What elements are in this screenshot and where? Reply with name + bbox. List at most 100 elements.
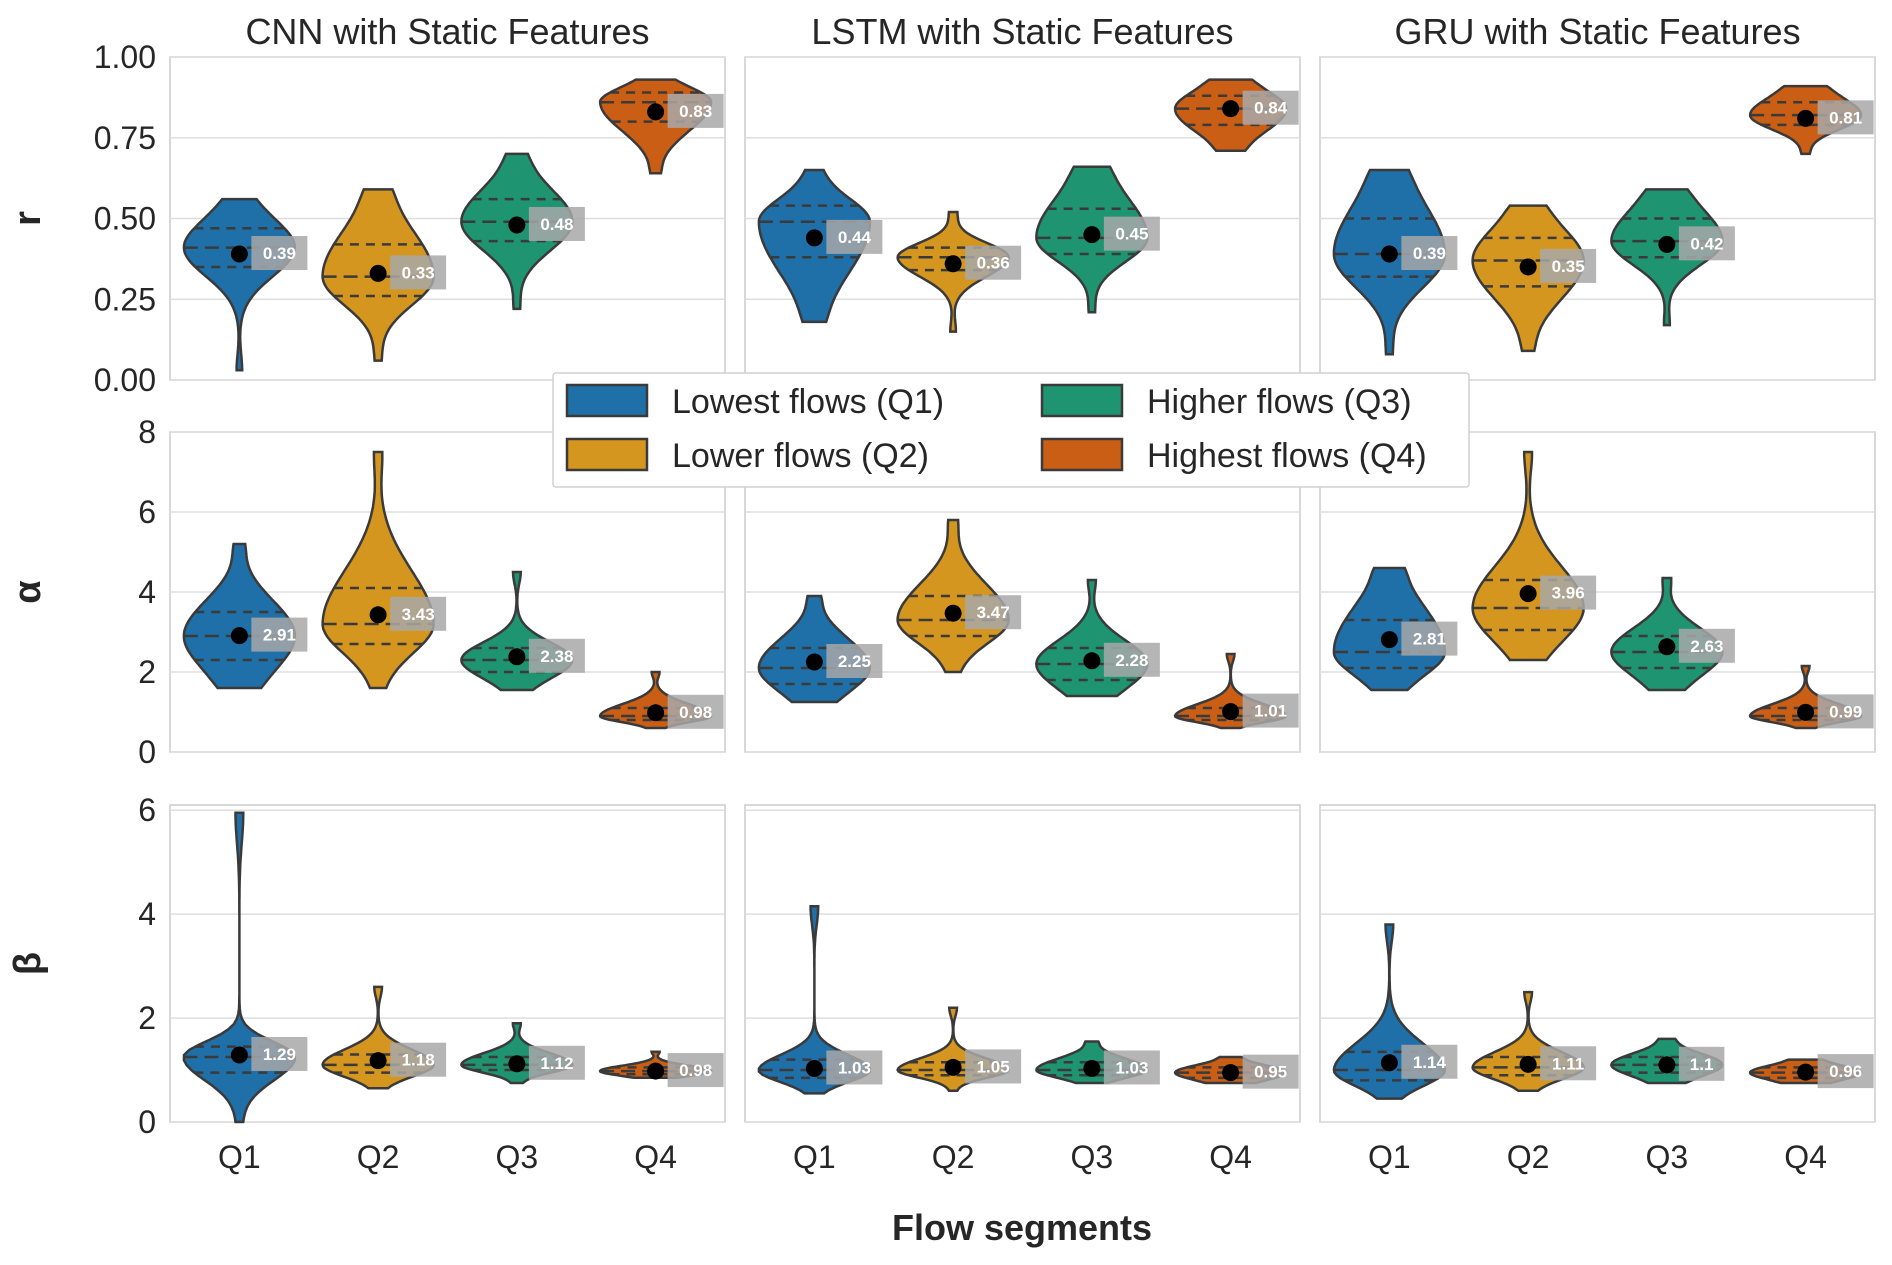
y-tick-label: 0.50 <box>94 201 156 237</box>
mean-marker <box>1519 585 1537 603</box>
mean-marker <box>369 606 387 624</box>
mean-label-box <box>528 206 585 241</box>
row-ylabel: r <box>7 211 49 226</box>
mean-label-box <box>826 219 883 254</box>
x-tick-label: Q3 <box>1646 1139 1689 1175</box>
mean-marker <box>369 1052 387 1070</box>
legend: Lowest flows (Q1) Lower flows (Q2) Higher … <box>552 372 1470 488</box>
mean-label-box <box>1242 1054 1299 1089</box>
mean-label-box <box>1242 693 1299 728</box>
mean-label: 0.99 <box>1829 702 1862 721</box>
mean-marker <box>1797 1063 1815 1081</box>
mean-marker <box>805 653 823 671</box>
mean-label-box <box>1401 236 1458 271</box>
x-axis-label: Flow segments <box>892 1207 1152 1248</box>
panel-r-1: 0.44 0.36 0.45 0.84 <box>744 56 1301 381</box>
mean-label-box <box>1540 248 1597 283</box>
mean-marker <box>805 1059 823 1077</box>
x-tick-label: Q3 <box>496 1139 539 1175</box>
mean-label: 3.43 <box>402 605 435 624</box>
mean-marker <box>647 1062 665 1080</box>
mean-marker <box>230 627 248 645</box>
y-tick-label: 0.75 <box>94 120 156 156</box>
mean-label: 0.81 <box>1829 108 1862 127</box>
column-title: LSTM with Static Features <box>811 11 1233 52</box>
legend-swatch <box>1040 437 1124 472</box>
legend-swatch <box>1040 383 1124 418</box>
mean-label-box <box>826 644 883 678</box>
mean-label-box <box>1103 1050 1160 1085</box>
mean-marker <box>230 245 248 263</box>
x-tick-label: Q4 <box>1784 1139 1827 1175</box>
mean-label: 1.01 <box>1254 702 1287 721</box>
mean-label-box <box>528 638 585 673</box>
y-tick-label: 0 <box>138 1104 156 1140</box>
mean-label: 2.91 <box>263 626 296 645</box>
legend-entry: Lower flows (Q2) <box>672 437 929 475</box>
y-tick-label: 0 <box>138 734 156 770</box>
panel-β-2: 1.14 1.11 1.1 0.96 <box>1319 804 1876 1123</box>
x-tick-label: Q4 <box>1209 1139 1252 1175</box>
mean-label: 0.45 <box>1115 225 1148 244</box>
y-tick-label: 0.25 <box>94 281 156 317</box>
mean-label: 1.03 <box>1115 1058 1148 1077</box>
mean-marker <box>944 255 962 273</box>
mean-label-box <box>667 93 724 128</box>
panel-α-0: 2.91 3.43 2.38 0.98 <box>169 431 726 753</box>
mean-label-box <box>1817 1054 1874 1089</box>
mean-label: 2.28 <box>1115 651 1148 670</box>
mean-label-box <box>1103 216 1160 251</box>
mean-marker <box>944 604 962 622</box>
mean-marker <box>647 103 665 121</box>
y-tick-label: 2 <box>138 1000 156 1036</box>
mean-label-box <box>965 245 1022 280</box>
mean-label: 2.25 <box>838 652 871 671</box>
mean-label: 0.48 <box>540 215 573 234</box>
mean-label-box <box>667 694 724 729</box>
mean-marker <box>1083 226 1101 244</box>
mean-label: 0.95 <box>1254 1063 1287 1082</box>
mean-marker <box>805 229 823 247</box>
mean-label-box <box>826 1050 883 1085</box>
mean-marker <box>1222 703 1240 721</box>
legend-swatch <box>565 383 649 418</box>
mean-label: 1.29 <box>263 1045 296 1064</box>
mean-marker <box>1519 1055 1537 1073</box>
x-tick-label: Q2 <box>357 1139 400 1175</box>
mean-label: 1.18 <box>402 1051 435 1070</box>
mean-label: 0.39 <box>263 244 296 263</box>
mean-label: 0.98 <box>679 703 712 722</box>
mean-label: 0.96 <box>1829 1062 1862 1081</box>
x-tick-label: Q3 <box>1071 1139 1114 1175</box>
panel-β-0: 1.29 1.18 1.12 0.98 <box>169 804 726 1124</box>
x-tick-label: Q1 <box>793 1139 836 1175</box>
mean-marker <box>944 1058 962 1076</box>
mean-marker <box>369 264 387 282</box>
mean-marker <box>647 704 665 722</box>
mean-marker <box>508 216 526 234</box>
mean-marker <box>1380 245 1398 263</box>
mean-label: 0.83 <box>679 102 712 121</box>
panel-r-2: 0.39 0.35 0.42 0.81 <box>1319 56 1876 381</box>
legend-entry: Highest flows (Q4) <box>1147 437 1427 475</box>
mean-label: 0.36 <box>977 254 1010 273</box>
mean-label: 1.05 <box>977 1057 1010 1076</box>
mean-label-box <box>528 1045 585 1080</box>
mean-marker <box>1658 1056 1676 1074</box>
y-tick-label: 6 <box>138 792 156 828</box>
mean-marker <box>1519 258 1537 276</box>
column-title: GRU with Static Features <box>1394 11 1800 52</box>
mean-marker <box>1380 1054 1398 1072</box>
mean-label-box <box>1540 575 1597 610</box>
y-tick-label: 8 <box>138 414 156 450</box>
mean-label: 0.33 <box>402 263 435 282</box>
mean-marker <box>230 1046 248 1064</box>
legend-frame <box>552 372 1470 488</box>
mean-marker <box>1222 1064 1240 1082</box>
mean-label-box <box>1401 1044 1458 1079</box>
legend-entry: Higher flows (Q3) <box>1147 383 1412 421</box>
x-tick-label: Q2 <box>1507 1139 1550 1175</box>
x-tick-label: Q1 <box>218 1139 261 1175</box>
mean-marker <box>1083 652 1101 670</box>
